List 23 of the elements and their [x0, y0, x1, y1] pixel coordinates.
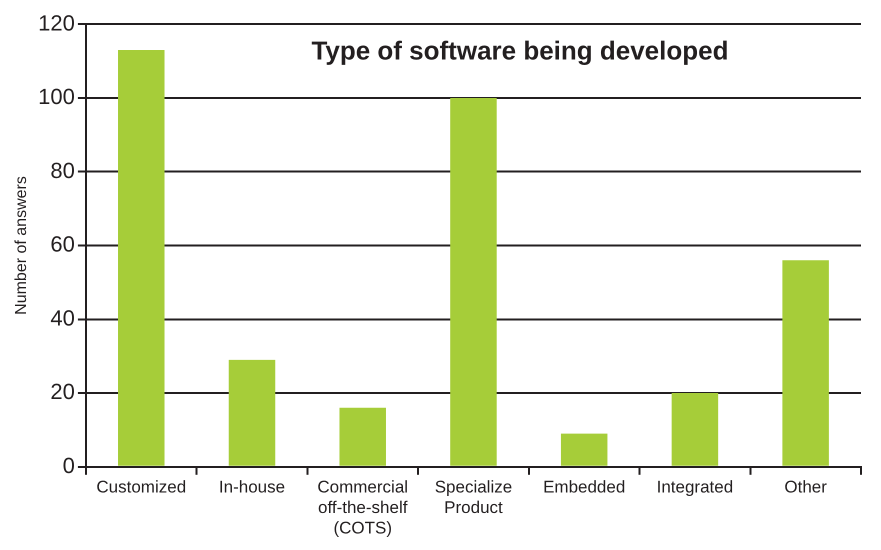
x-tick-label: Integrated — [656, 478, 734, 497]
bar — [228, 360, 276, 466]
x-tick-label: In-house — [218, 478, 286, 497]
x-tick-label: Other — [784, 478, 828, 497]
x-tick-label: Customized — [96, 478, 186, 497]
y-tick-label: 20 — [50, 379, 75, 404]
bar — [339, 408, 386, 466]
y-tick-label: 60 — [50, 232, 75, 257]
y-tick-label: 0 — [62, 452, 75, 478]
x-tick-label: Embedded — [543, 478, 626, 497]
y-tick-label: 40 — [50, 305, 75, 330]
y-tick-label: 100 — [38, 84, 75, 110]
bar — [450, 98, 497, 466]
y-axis-title: Number of answers — [13, 176, 30, 315]
y-tick-label: 120 — [38, 10, 75, 36]
text: Type of software being developed — [311, 35, 728, 66]
bar — [672, 393, 718, 466]
bar — [782, 260, 829, 466]
y-tick-label: 80 — [50, 158, 75, 183]
bar — [560, 434, 608, 466]
x-tick-label: Commercial off-the-shelf (COTS) — [317, 478, 408, 538]
bar — [118, 50, 165, 466]
x-tick-label: Specialize Product — [434, 478, 512, 518]
